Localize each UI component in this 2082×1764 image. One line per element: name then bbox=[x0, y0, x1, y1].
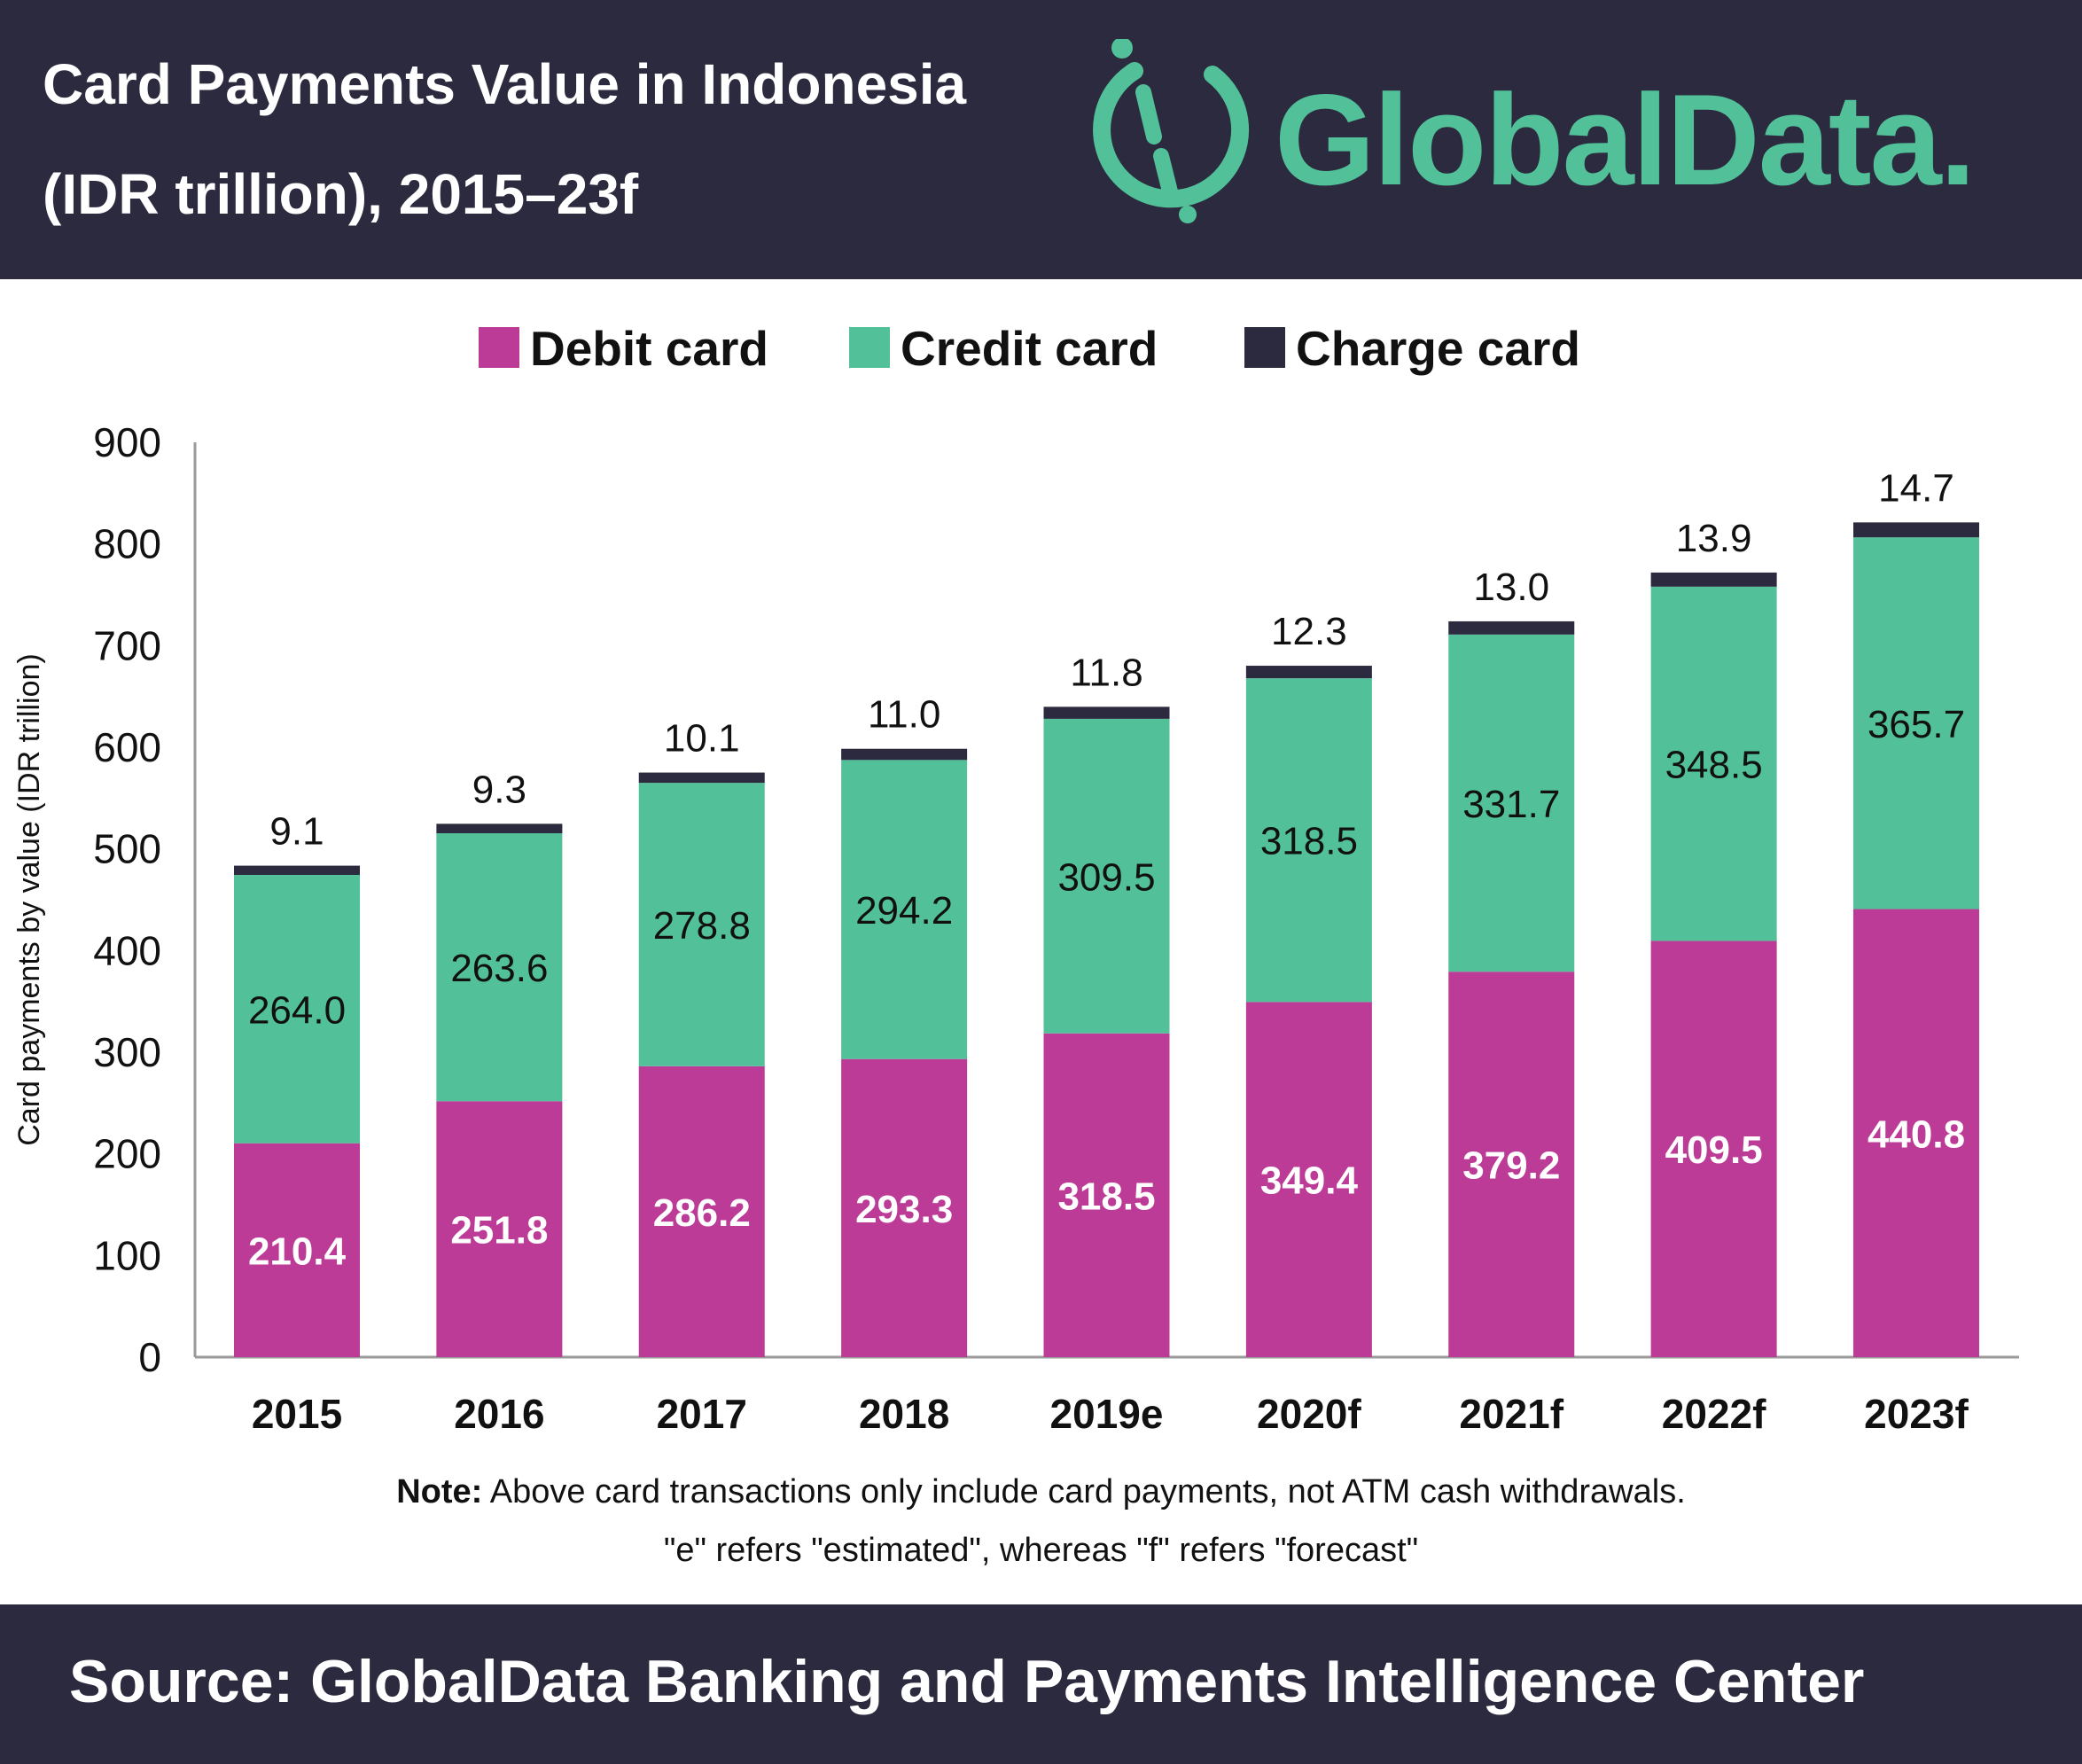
y-tick-label: 600 bbox=[93, 724, 161, 770]
bar-charge-2020f bbox=[1245, 666, 1372, 679]
bar-debit-2019e bbox=[1043, 1033, 1170, 1357]
y-axis-title: Card payments by value (IDR trillion) bbox=[12, 653, 46, 1146]
bar-debit-2016 bbox=[436, 1101, 563, 1357]
y-tick-label: 0 bbox=[138, 1334, 161, 1380]
data-label-charge-2019e: 11.8 bbox=[1070, 651, 1142, 694]
x-tick-label-2016: 2016 bbox=[454, 1391, 544, 1437]
data-label-debit-2020f: 349.4 bbox=[1260, 1159, 1359, 1203]
legend-label-credit: Credit card bbox=[901, 321, 1158, 376]
bar-charge-2021f bbox=[1448, 621, 1575, 635]
source-text: Source: GlobalData Banking and Payments … bbox=[69, 1648, 1865, 1715]
data-label-credit-2016: 263.6 bbox=[450, 947, 548, 990]
data-label-debit-2017: 286.2 bbox=[653, 1191, 751, 1235]
x-tick-label-2015: 2015 bbox=[252, 1391, 342, 1437]
y-tick-label: 500 bbox=[93, 826, 161, 872]
data-label-debit-2016: 251.8 bbox=[450, 1209, 548, 1253]
bar-debit-2020f bbox=[1245, 1002, 1372, 1357]
data-label-credit-2020f: 318.5 bbox=[1260, 820, 1358, 863]
data-label-debit-2022f: 409.5 bbox=[1665, 1128, 1763, 1172]
data-label-credit-2022f: 348.5 bbox=[1665, 744, 1763, 787]
y-tick-label: 800 bbox=[93, 521, 161, 567]
header-banner: Card Payments Value in Indonesia (IDR tr… bbox=[0, 0, 2082, 279]
data-label-credit-2023f: 365.7 bbox=[1868, 703, 1965, 746]
data-label-charge-2018: 11.0 bbox=[868, 693, 940, 737]
data-label-debit-2021f: 379.2 bbox=[1462, 1144, 1560, 1188]
bar-credit-2019e bbox=[1043, 718, 1170, 1034]
data-label-charge-2017: 10.1 bbox=[664, 717, 740, 761]
legend-swatch-credit bbox=[849, 327, 890, 368]
legend-swatch-debit bbox=[479, 327, 519, 368]
x-tick-label-2019e: 2019e bbox=[1050, 1391, 1164, 1437]
bar-credit-2016 bbox=[436, 833, 563, 1102]
y-tick-label: 200 bbox=[93, 1131, 161, 1177]
bar-debit-2022f bbox=[1650, 941, 1777, 1357]
note-line-1: Note: Above card transactions only inclu… bbox=[0, 1473, 2082, 1511]
y-tick-label: 400 bbox=[93, 927, 161, 973]
bar-debit-2017 bbox=[638, 1065, 765, 1357]
data-label-charge-2022f: 13.9 bbox=[1676, 517, 1752, 560]
bar-credit-2021f bbox=[1448, 634, 1575, 972]
x-tick-label-2023f: 2023f bbox=[1864, 1391, 1969, 1437]
legend-swatch-charge bbox=[1244, 327, 1285, 368]
bar-credit-2015 bbox=[234, 875, 360, 1143]
bar-debit-2015 bbox=[234, 1143, 360, 1357]
data-label-credit-2017: 278.8 bbox=[653, 904, 751, 948]
bar-credit-2023f bbox=[1853, 537, 1979, 909]
data-label-charge-2023f: 14.7 bbox=[1878, 466, 1954, 510]
bar-charge-2017 bbox=[638, 772, 765, 784]
data-label-credit-2021f: 331.7 bbox=[1462, 783, 1560, 826]
y-tick-label: 700 bbox=[93, 622, 161, 668]
x-tick-label-2017: 2017 bbox=[657, 1391, 747, 1437]
data-label-charge-2016: 9.3 bbox=[472, 768, 526, 811]
data-label-charge-2021f: 13.0 bbox=[1473, 566, 1549, 609]
x-tick-label-2020f: 2020f bbox=[1257, 1391, 1361, 1437]
data-label-charge-2015: 9.1 bbox=[269, 810, 324, 854]
bar-credit-2018 bbox=[841, 760, 968, 1059]
y-tick-label: 900 bbox=[93, 419, 161, 465]
bar-charge-2019e bbox=[1043, 706, 1170, 719]
bar-charge-2015 bbox=[234, 865, 360, 876]
legend-label-charge: Charge card bbox=[1296, 321, 1580, 376]
legend-label-debit: Debit card bbox=[530, 321, 768, 376]
data-label-credit-2015: 264.0 bbox=[248, 988, 346, 1032]
x-tick-label-2022f: 2022f bbox=[1662, 1391, 1766, 1437]
globaldata-logo-text: GlobalData. bbox=[1275, 67, 1976, 212]
globaldata-logo: GlobalData. bbox=[1080, 37, 2046, 243]
y-tick-label: 300 bbox=[93, 1029, 161, 1075]
bar-debit-2023f bbox=[1853, 909, 1979, 1357]
footer-banner: Source: GlobalData Banking and Payments … bbox=[0, 1604, 2082, 1764]
stacked-bar-chart: Card payments by value (IDR trillion) 0 10… bbox=[12, 419, 2019, 1437]
data-label-credit-2019e: 309.5 bbox=[1057, 855, 1155, 899]
note-line-2: "e" refers "estimated", whereas "f" refe… bbox=[663, 1532, 1419, 1569]
note-text: Above card transactions only include car… bbox=[482, 1473, 1686, 1510]
x-tick-label-2018: 2018 bbox=[859, 1391, 949, 1437]
x-tick-label-2021f: 2021f bbox=[1459, 1391, 1563, 1437]
bar-charge-2022f bbox=[1650, 572, 1777, 587]
bar-credit-2020f bbox=[1245, 678, 1372, 1003]
data-label-debit-2019e: 318.5 bbox=[1057, 1175, 1155, 1218]
data-label-credit-2018: 294.2 bbox=[855, 889, 953, 933]
y-tick-label: 100 bbox=[93, 1232, 161, 1278]
bar-charge-2023f bbox=[1853, 522, 1979, 538]
bar-debit-2021f bbox=[1448, 972, 1575, 1357]
chart-title-line-1: Card Payments Value in Indonesia bbox=[43, 52, 967, 116]
data-label-debit-2023f: 440.8 bbox=[1868, 1112, 1965, 1156]
chart-title-line-2: (IDR trillion), 2015–23f bbox=[43, 162, 639, 226]
bar-charge-2016 bbox=[436, 823, 563, 834]
data-label-debit-2015: 210.4 bbox=[248, 1229, 347, 1273]
globaldata-logo-icon bbox=[1093, 37, 1250, 223]
bar-credit-2017 bbox=[638, 783, 765, 1066]
note-label: Note: bbox=[396, 1473, 483, 1510]
data-label-debit-2018: 293.3 bbox=[855, 1188, 953, 1231]
data-label-charge-2020f: 12.3 bbox=[1271, 610, 1347, 653]
bar-credit-2022f bbox=[1650, 586, 1777, 941]
bar-debit-2018 bbox=[841, 1058, 968, 1357]
bar-charge-2018 bbox=[841, 748, 968, 761]
